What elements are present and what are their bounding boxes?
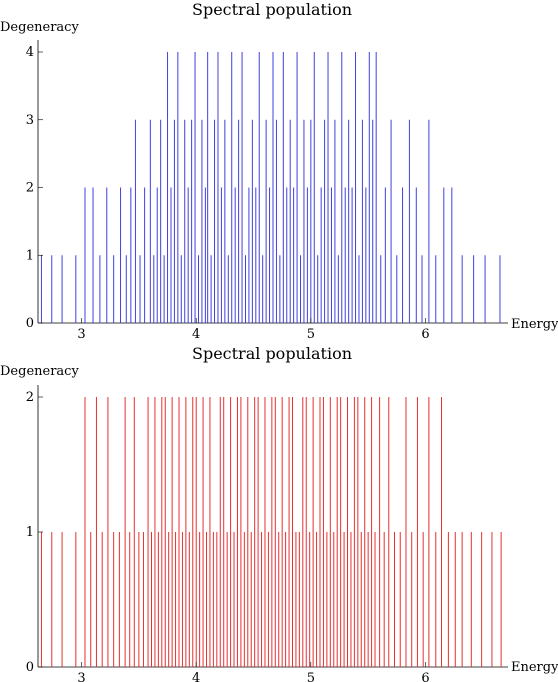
- y-tick-label: 0: [26, 316, 34, 331]
- y-ticks: 0 1 2 3 4: [26, 45, 43, 331]
- bars-group: [40, 397, 502, 667]
- x-tick-label: 3: [77, 327, 85, 341]
- y-tick-label: 2: [26, 390, 34, 405]
- y-ticks: 0 1 2: [26, 390, 43, 675]
- x-tick-label: 6: [421, 327, 429, 341]
- y-tick-label: 2: [26, 181, 34, 196]
- bars-group: [40, 52, 501, 323]
- chart-title: Spectral population: [192, 0, 352, 19]
- x-ticks: 3 4 5 6: [77, 318, 430, 341]
- y-axis-label: Degeneracy: [0, 364, 79, 379]
- y-tick-label: 1: [26, 525, 34, 540]
- chart-blue: Spectral population Degeneracy Energy 3 4…: [0, 0, 558, 341]
- y-axis-label: Degeneracy: [0, 20, 79, 35]
- y-tick-label: 4: [26, 45, 34, 60]
- x-axis-label: Energy: [511, 660, 558, 675]
- x-tick-label: 6: [421, 671, 429, 682]
- x-axis-label: Energy: [511, 317, 558, 332]
- x-tick-label: 3: [77, 671, 85, 682]
- chart-title: Spectral population: [192, 344, 352, 363]
- x-tick-label: 5: [307, 671, 315, 682]
- x-tick-label: 4: [192, 327, 200, 341]
- y-tick-label: 0: [26, 660, 34, 675]
- x-ticks: 3 4 5 6: [77, 662, 430, 682]
- y-tick-label: 3: [26, 113, 34, 128]
- chart-red: Spectral population Degeneracy Energy 3 4…: [0, 344, 558, 682]
- y-tick-label: 1: [26, 248, 34, 263]
- x-tick-label: 5: [307, 327, 315, 341]
- x-tick-label: 4: [192, 671, 200, 682]
